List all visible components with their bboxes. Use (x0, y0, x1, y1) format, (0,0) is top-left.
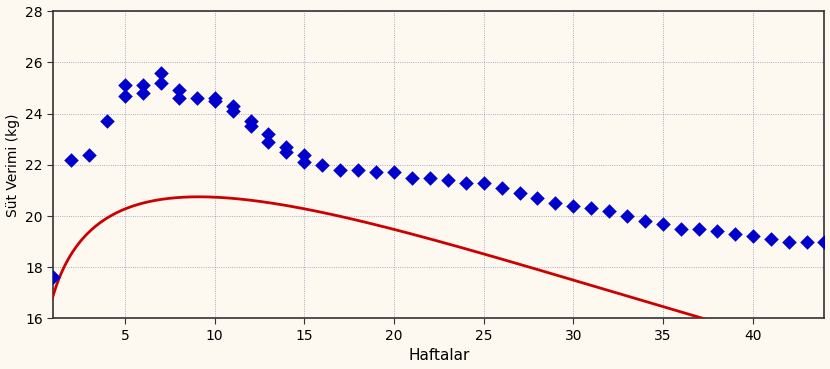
Point (334, 167, 347, 173)
Point (190, 95, 203, 101)
Point (782, 239, 795, 245)
Point (405, 175, 418, 180)
Point (584, 206, 598, 211)
Point (298, 159, 311, 165)
Y-axis label: Süt Verimi (kg): Süt Verimi (kg) (6, 113, 20, 217)
Point (208, 98, 222, 104)
Point (764, 236, 777, 242)
Point (46, 275, 60, 280)
X-axis label: Haftalar: Haftalar (408, 348, 470, 363)
Point (513, 190, 526, 196)
Point (154, 70, 168, 76)
Point (567, 203, 580, 209)
Point (531, 195, 544, 201)
Point (298, 152, 311, 158)
Point (280, 149, 293, 155)
Point (226, 108, 239, 114)
Point (172, 95, 185, 101)
Point (352, 167, 365, 173)
Point (423, 175, 437, 180)
Point (119, 93, 132, 99)
Point (244, 123, 257, 129)
Point (261, 131, 275, 137)
Point (549, 200, 562, 206)
Point (369, 169, 383, 175)
Point (495, 185, 508, 191)
Point (710, 228, 724, 234)
Point (621, 213, 634, 219)
Point (280, 144, 293, 150)
Point (154, 80, 168, 86)
Point (459, 180, 472, 186)
Point (657, 221, 670, 227)
Point (208, 95, 222, 101)
Point (261, 139, 275, 145)
Point (818, 239, 830, 245)
Point (172, 87, 185, 93)
Point (442, 177, 455, 183)
Point (100, 118, 114, 124)
Point (728, 231, 741, 237)
Point (226, 103, 239, 109)
Point (477, 180, 491, 186)
Point (136, 82, 149, 88)
Point (603, 208, 616, 214)
Point (136, 90, 149, 96)
Point (638, 218, 652, 224)
Point (800, 239, 813, 245)
Point (244, 118, 257, 124)
Point (65, 157, 78, 163)
Point (674, 226, 687, 232)
Point (119, 82, 132, 88)
Point (746, 234, 759, 239)
Point (315, 162, 329, 168)
Point (692, 226, 705, 232)
Point (388, 169, 401, 175)
Point (82, 152, 95, 158)
